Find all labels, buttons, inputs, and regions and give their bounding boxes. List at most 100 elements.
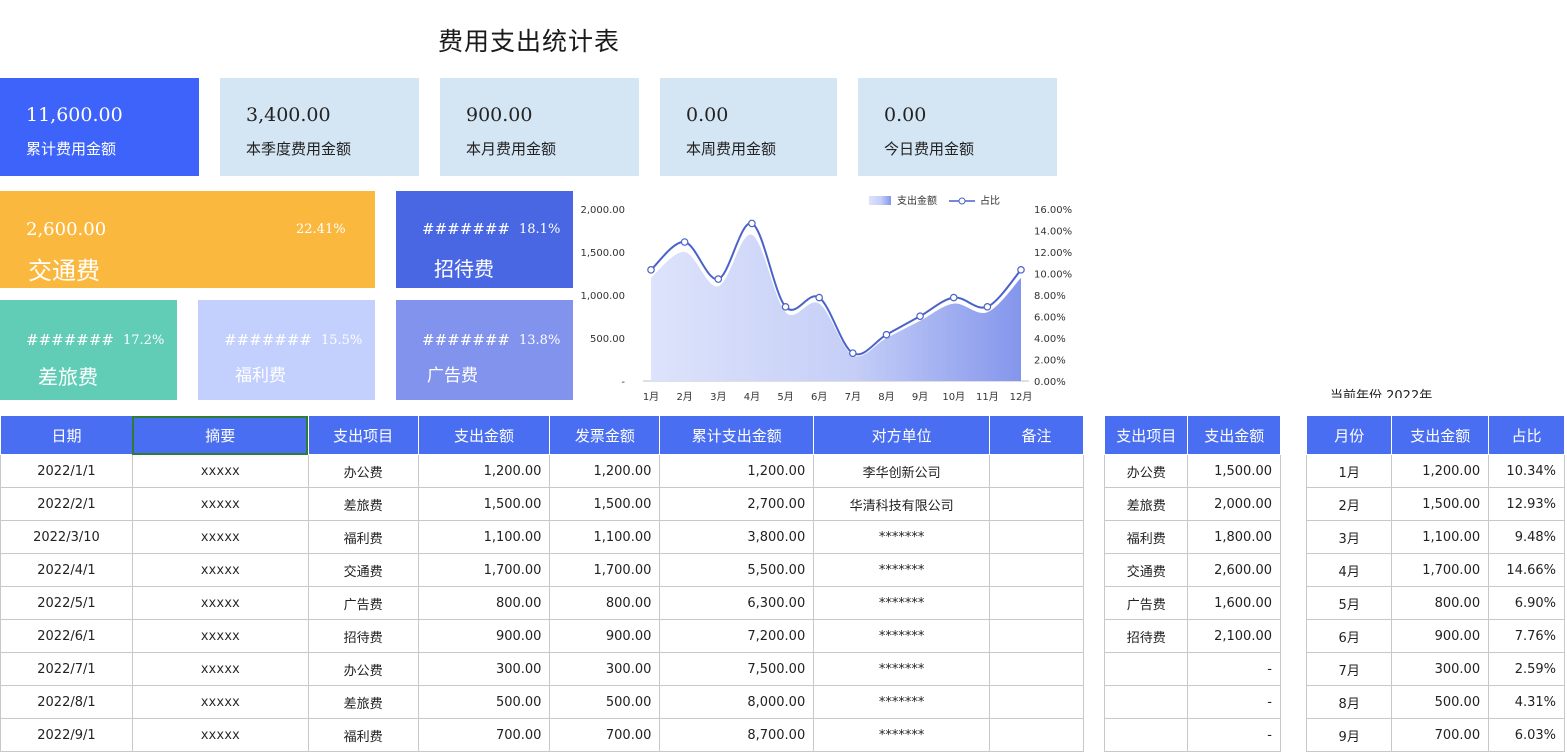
month-cell[interactable]: 7月 [1305, 652, 1393, 686]
date-cell[interactable]: 2022/1/1 [0, 454, 133, 488]
summary-item-cell[interactable]: 招待费 [1103, 619, 1189, 653]
date-cell[interactable]: 2022/4/1 [0, 553, 133, 587]
month-ratio-cell[interactable]: 2.59% [1488, 652, 1565, 686]
date-cell[interactable]: 2022/5/1 [0, 586, 133, 620]
counterparty-cell[interactable]: ******* [813, 685, 991, 719]
remark-cell[interactable] [989, 652, 1084, 686]
month-ratio-cell[interactable]: 4.31% [1488, 685, 1565, 719]
month-cell[interactable]: 6月 [1305, 619, 1393, 653]
expense-amount-cell[interactable]: 700.00 [417, 718, 551, 752]
counterparty-cell[interactable]: ******* [813, 718, 991, 752]
invoice-amount-cell[interactable]: 1,500.00 [549, 487, 661, 521]
remark-cell[interactable] [989, 553, 1084, 587]
remark-cell[interactable] [989, 586, 1084, 620]
summary-amount-cell[interactable]: - [1187, 718, 1281, 752]
kpi-card-total[interactable]: 11,600.00 累计费用金额 [0, 78, 199, 176]
date-cell[interactable]: 2022/2/1 [0, 487, 133, 521]
expense-item-cell[interactable]: 福利费 [307, 520, 419, 554]
cumulative-amount-cell[interactable]: 5,500.00 [659, 553, 815, 587]
month-ratio-cell[interactable]: 12.93% [1488, 487, 1565, 521]
summary-cell[interactable]: xxxxx [131, 553, 309, 587]
month-ratio-cell[interactable]: 6.90% [1488, 586, 1565, 620]
invoice-amount-cell[interactable]: 500.00 [549, 685, 661, 719]
month-amount-cell[interactable]: 1,500.00 [1391, 487, 1490, 521]
month-ratio-cell[interactable]: 6.03% [1488, 718, 1565, 752]
counterparty-cell[interactable]: ******* [813, 652, 991, 686]
summary-cell[interactable]: xxxxx [131, 520, 309, 554]
invoice-amount-cell[interactable]: 1,700.00 [549, 553, 661, 587]
counterparty-cell[interactable]: ******* [813, 619, 991, 653]
remark-cell[interactable] [989, 685, 1084, 719]
remark-cell[interactable] [989, 520, 1084, 554]
remark-header[interactable]: 备注 [989, 415, 1084, 455]
month-cell[interactable]: 5月 [1305, 586, 1393, 620]
counterparty-cell[interactable]: ******* [813, 586, 991, 620]
cumulative-amount-cell[interactable]: 2,700.00 [659, 487, 815, 521]
month-amount-cell[interactable]: 300.00 [1391, 652, 1490, 686]
month-amount-cell[interactable]: 900.00 [1391, 619, 1490, 653]
month-amount-cell[interactable]: 800.00 [1391, 586, 1490, 620]
summary-cell[interactable]: xxxxx [131, 454, 309, 488]
remark-cell[interactable] [989, 454, 1084, 488]
summary-cell[interactable]: xxxxx [131, 685, 309, 719]
kpi-card-quarter[interactable]: 3,400.00 本季度费用金额 [220, 78, 419, 176]
cumulative-amount-cell[interactable]: 1,200.00 [659, 454, 815, 488]
summary-item-cell[interactable]: 福利费 [1103, 520, 1189, 554]
summary-cell[interactable]: xxxxx [131, 718, 309, 752]
summary-amount-cell[interactable]: 2,000.00 [1187, 487, 1281, 521]
month-cell[interactable]: 2月 [1305, 487, 1393, 521]
expense-item-cell[interactable]: 办公费 [307, 454, 419, 488]
invoice-amount-cell[interactable]: 1,100.00 [549, 520, 661, 554]
expense-amount-cell[interactable]: 1,500.00 [417, 487, 551, 521]
expense-amount-header[interactable]: 支出金额 [417, 415, 551, 455]
expense-amount-cell[interactable]: 1,100.00 [417, 520, 551, 554]
invoice-amount-cell[interactable]: 900.00 [549, 619, 661, 653]
remark-cell[interactable] [989, 619, 1084, 653]
summary-amount-cell[interactable]: 2,100.00 [1187, 619, 1281, 653]
category-card-travel[interactable]: ####### 17.2% 差旅费 [0, 300, 177, 400]
expense-item-cell[interactable]: 差旅费 [307, 685, 419, 719]
summary-cell[interactable]: xxxxx [131, 487, 309, 521]
date-cell[interactable]: 2022/8/1 [0, 685, 133, 719]
summary-amount-cell[interactable]: - [1187, 685, 1281, 719]
date-header[interactable]: 日期 [0, 415, 133, 455]
summary-cell[interactable]: xxxxx [131, 652, 309, 686]
month-amount-cell[interactable]: 1,100.00 [1391, 520, 1490, 554]
summary-amount-cell[interactable]: 1,600.00 [1187, 586, 1281, 620]
month-ratio-cell[interactable]: 9.48% [1488, 520, 1565, 554]
kpi-card-week[interactable]: 0.00 本周费用金额 [660, 78, 837, 176]
expense-amount-cell[interactable]: 800.00 [417, 586, 551, 620]
month-cell[interactable]: 9月 [1305, 718, 1393, 752]
summary-amount-cell[interactable]: 1,500.00 [1187, 454, 1281, 488]
summary-amount-header[interactable]: 支出金额 [1187, 415, 1281, 455]
month-amount-cell[interactable]: 500.00 [1391, 685, 1490, 719]
month-amount-cell[interactable]: 1,200.00 [1391, 454, 1490, 488]
summary-item-cell[interactable]: 广告费 [1103, 586, 1189, 620]
expense-amount-cell[interactable]: 1,700.00 [417, 553, 551, 587]
summary-item-cell[interactable] [1103, 718, 1189, 752]
invoice-amount-header[interactable]: 发票金额 [549, 415, 661, 455]
expense-amount-cell[interactable]: 900.00 [417, 619, 551, 653]
summary-item-cell[interactable] [1103, 685, 1189, 719]
invoice-amount-cell[interactable]: 300.00 [549, 652, 661, 686]
remark-cell[interactable] [989, 487, 1084, 521]
summary-amount-cell[interactable]: 2,600.00 [1187, 553, 1281, 587]
expense-item-cell[interactable]: 招待费 [307, 619, 419, 653]
expense-item-cell[interactable]: 交通费 [307, 553, 419, 587]
counterparty-header[interactable]: 对方单位 [813, 415, 991, 455]
invoice-amount-cell[interactable]: 700.00 [549, 718, 661, 752]
cumulative-amount-cell[interactable]: 3,800.00 [659, 520, 815, 554]
summary-amount-cell[interactable]: 1,800.00 [1187, 520, 1281, 554]
expense-amount-cell[interactable]: 300.00 [417, 652, 551, 686]
invoice-amount-cell[interactable]: 800.00 [549, 586, 661, 620]
counterparty-cell[interactable]: 华清科技有限公司 [813, 487, 991, 521]
summary-cell[interactable]: xxxxx [131, 586, 309, 620]
summary-item-cell[interactable]: 办公费 [1103, 454, 1189, 488]
month-ratio-header[interactable]: 占比 [1488, 415, 1565, 455]
invoice-amount-cell[interactable]: 1,200.00 [549, 454, 661, 488]
kpi-card-month[interactable]: 900.00 本月费用金额 [440, 78, 639, 176]
remark-cell[interactable] [989, 718, 1084, 752]
month-cell[interactable]: 3月 [1305, 520, 1393, 554]
cumulative-amount-cell[interactable]: 7,200.00 [659, 619, 815, 653]
cumulative-amount-cell[interactable]: 8,700.00 [659, 718, 815, 752]
